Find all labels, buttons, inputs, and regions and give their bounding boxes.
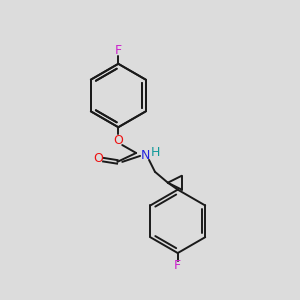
Text: F: F [115, 44, 122, 57]
Text: H: H [150, 146, 160, 160]
Text: N: N [140, 149, 150, 162]
Text: O: O [113, 134, 123, 147]
Text: O: O [94, 152, 103, 165]
Text: F: F [174, 260, 181, 272]
